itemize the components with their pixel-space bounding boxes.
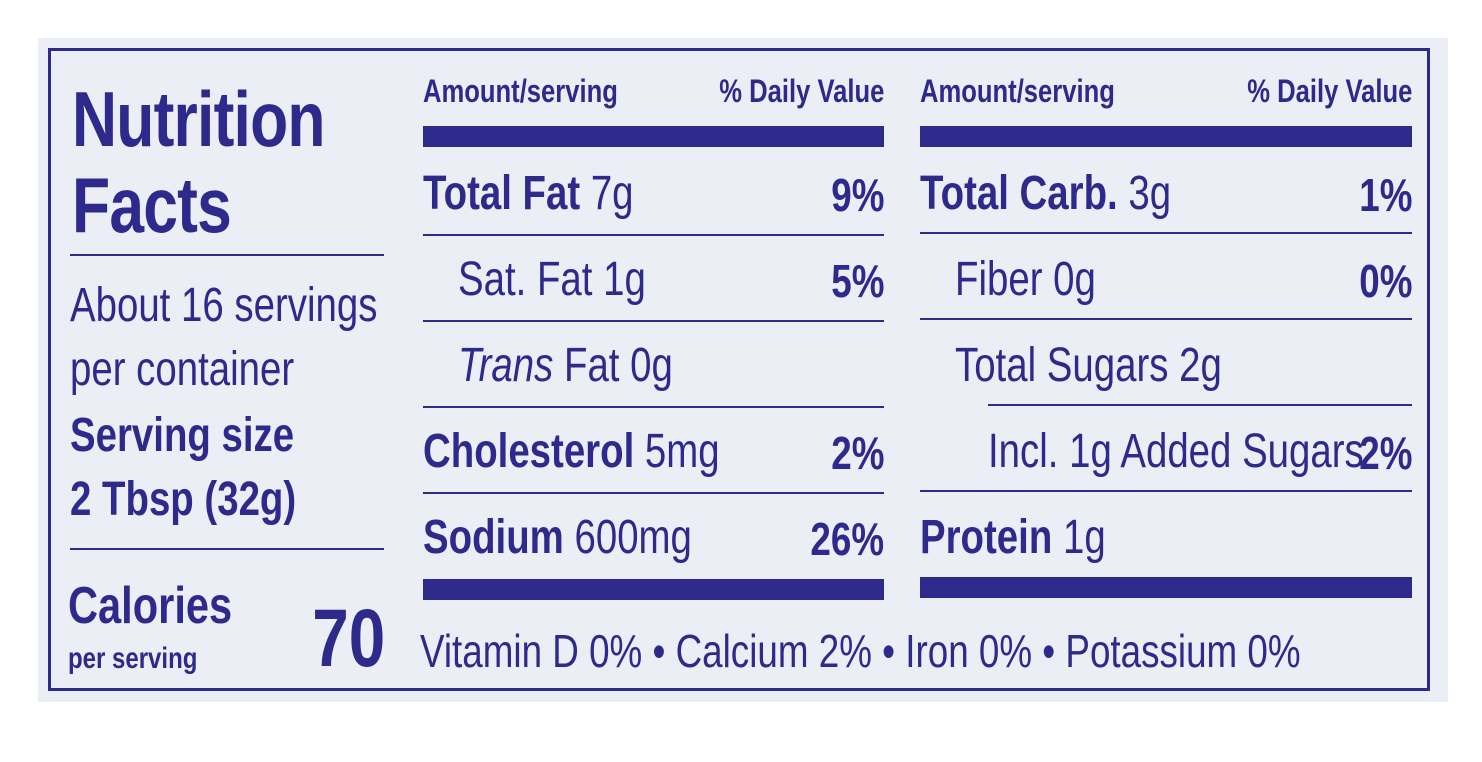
right-row-divider-1 <box>920 232 1412 234</box>
total-sugars-amount: 2g <box>1179 339 1222 392</box>
added-sugars-dv: 2% <box>1358 427 1412 479</box>
fiber-amount: 0g <box>1053 253 1096 306</box>
fiber-name: Fiber <box>955 253 1043 306</box>
right-row-divider-4 <box>920 490 1412 492</box>
sat-fat-amount: 1g <box>603 253 646 306</box>
calories-sublabel: per serving <box>68 642 198 675</box>
servings-per-container-line-1: About 16 servings <box>70 279 378 332</box>
left-header-daily-value: % Daily Value <box>718 73 884 109</box>
title-line-2: Facts <box>72 161 232 249</box>
total-fat-name: Total Fat <box>423 167 581 220</box>
title-line-1: Nutrition <box>72 75 326 163</box>
vitamins-minerals: Vitamin D 0% • Calcium 2% • Iron 0% • Po… <box>420 625 1301 677</box>
row-sodium: Sodium 600mg <box>423 514 692 562</box>
left-row-divider-1 <box>423 234 884 236</box>
protein-name: Protein <box>920 511 1053 564</box>
cholesterol-amount: 5mg <box>644 425 720 478</box>
sodium-name: Sodium <box>423 511 564 564</box>
servings-per-container-line-2: per container <box>70 343 295 396</box>
sodium-amount: 600mg <box>574 511 692 564</box>
trans-fat-italic: Trans <box>458 339 554 392</box>
cholesterol-dv: 2% <box>830 427 884 479</box>
left-row-divider-3 <box>423 406 884 408</box>
row-trans-fat: Trans Fat 0g <box>458 342 673 390</box>
total-carb-name: Total Carb. <box>920 167 1118 220</box>
serving-size-value: 2 Tbsp (32g) <box>70 473 297 526</box>
total-carb-dv: 1% <box>1358 169 1412 221</box>
sat-fat-dv: 5% <box>830 255 884 307</box>
left-header-amount: Amount/serving <box>423 73 618 109</box>
trans-fat-amount: 0g <box>630 339 673 392</box>
title-divider <box>70 254 384 256</box>
right-row-divider-2 <box>920 318 1412 320</box>
cholesterol-name: Cholesterol <box>423 425 635 478</box>
added-sugars-name: Incl. 1g Added Sugars <box>988 425 1364 478</box>
left-thick-rule-top <box>423 126 884 147</box>
total-carb-amount: 3g <box>1128 167 1172 220</box>
calories-value: 70 <box>312 593 385 684</box>
serving-divider <box>70 548 384 550</box>
fiber-dv: 0% <box>1358 255 1412 307</box>
row-added-sugars: Incl. 1g Added Sugars <box>988 428 1364 476</box>
trans-fat-name: Fat <box>563 339 620 392</box>
sodium-dv: 26% <box>810 513 884 565</box>
right-thick-rule-bottom <box>920 577 1412 598</box>
row-cholesterol: Cholesterol 5mg <box>423 428 720 476</box>
row-total-carb: Total Carb. 3g <box>920 170 1171 218</box>
total-fat-amount: 7g <box>590 167 634 220</box>
right-thick-rule-top <box>920 126 1412 147</box>
right-header-daily-value: % Daily Value <box>1246 73 1412 109</box>
left-row-divider-2 <box>423 320 884 322</box>
calories-label: Calories <box>68 577 233 635</box>
row-total-fat: Total Fat 7g <box>423 170 634 218</box>
row-sat-fat: Sat. Fat 1g <box>458 256 646 304</box>
right-row-divider-3 <box>988 404 1412 406</box>
right-header-amount: Amount/serving <box>920 73 1115 109</box>
row-protein: Protein 1g <box>920 514 1106 562</box>
serving-size-label: Serving size <box>70 409 295 462</box>
left-thick-rule-bottom <box>423 579 884 600</box>
row-fiber: Fiber 0g <box>955 256 1096 304</box>
protein-amount: 1g <box>1062 511 1106 564</box>
sat-fat-name: Sat. Fat <box>458 253 593 306</box>
label-border <box>48 48 1430 691</box>
left-row-divider-4 <box>423 492 884 494</box>
row-total-sugars: Total Sugars 2g <box>955 342 1222 390</box>
total-fat-dv: 9% <box>830 169 884 221</box>
total-sugars-name: Total Sugars <box>955 339 1169 392</box>
